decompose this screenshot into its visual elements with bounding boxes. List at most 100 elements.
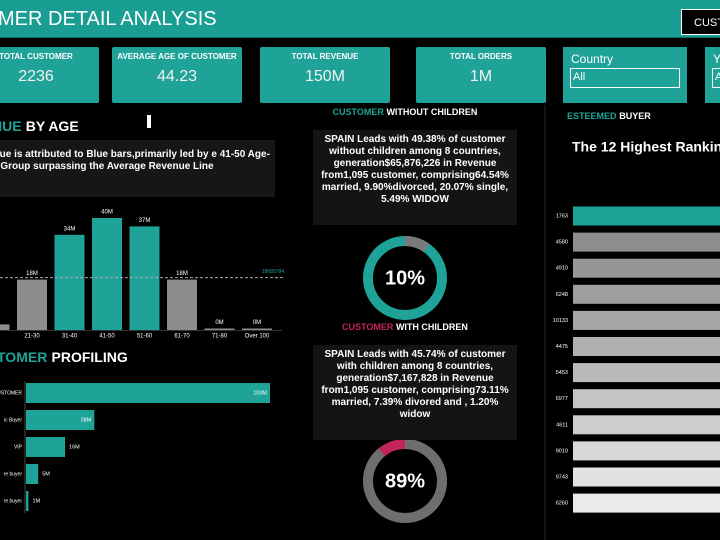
donut-segment — [363, 236, 447, 320]
data-label: 18M — [26, 271, 38, 277]
row-bar — [573, 337, 720, 356]
x-tick-label: 21-30 — [24, 334, 40, 340]
row-bar — [573, 363, 720, 383]
bar — [204, 328, 235, 330]
x-tick-label: 61-70 — [174, 334, 190, 340]
x-tick-label: 41-50 — [99, 334, 115, 340]
data-label: 34M — [64, 226, 76, 232]
slicer-label: Country — [571, 52, 614, 66]
note-box — [0, 140, 275, 197]
title-part: WITHOUT CHILDREN — [386, 107, 477, 117]
kpi-value: 150M — [304, 68, 346, 85]
slicer-selection: A — [715, 71, 720, 83]
note-text: SPAIN Leads with 45.74% of customer with… — [321, 349, 509, 420]
row-label: 6977 — [556, 396, 568, 402]
y-tick-label: USTOMER — [0, 390, 22, 396]
data-label: 1M — [32, 498, 40, 504]
bar — [26, 464, 39, 484]
kpi-value: 2236 — [18, 68, 54, 85]
donut-segment — [363, 439, 447, 523]
row-bar — [573, 441, 720, 461]
row-label: 4475 — [556, 344, 568, 350]
title-part: WITH CHILDREN — [396, 322, 468, 332]
section-title: NUEBY AGE — [0, 118, 79, 134]
section-title: ESTEEMED BUYER — [567, 111, 651, 121]
kpi-card — [416, 47, 546, 103]
bar — [54, 234, 85, 330]
bar — [26, 491, 29, 511]
bar — [0, 324, 10, 330]
bar — [129, 226, 160, 330]
note-text: SPAIN Leads with 49.38% of customer with… — [321, 134, 509, 205]
donut-label: 10% — [385, 267, 425, 289]
x-tick-label: 31-40 — [62, 334, 78, 340]
bar — [92, 218, 122, 330]
data-label: 0M — [253, 320, 261, 326]
bar — [167, 279, 197, 330]
title-part: PROFILING — [52, 349, 128, 365]
data-label: 40M — [101, 210, 113, 216]
row-bar — [573, 284, 720, 304]
row-label: 9743 — [556, 474, 568, 480]
note-box — [313, 345, 517, 440]
kpi-card — [0, 47, 99, 103]
row-label: 10133 — [553, 318, 568, 324]
row-bar — [573, 310, 720, 330]
title-part: BUYER — [619, 111, 651, 121]
section-title: CUSTOMER WITHOUT CHILDREN — [333, 107, 478, 117]
data-label: 37M — [139, 218, 151, 224]
kpi-value: 1M — [469, 68, 493, 85]
subtitle: The 12 Highest Ranking — [572, 139, 720, 155]
section-title: CUSTOMER WITH CHILDREN — [342, 322, 468, 332]
row-label: 6248 — [556, 292, 568, 298]
y-tick-label: VIP — [14, 444, 23, 450]
kpi-card — [112, 47, 242, 103]
x-tick-label: 71-80 — [212, 334, 228, 340]
title-part: BY AGE — [26, 118, 79, 134]
kpi-label: AVERAGE AGE OF CUSTOMER — [117, 52, 237, 61]
x-tick-label: 51-60 — [137, 334, 153, 340]
row-bar — [573, 206, 720, 226]
header-title: MER DETAIL ANALYSIS — [0, 8, 217, 30]
bar — [26, 410, 95, 430]
row-label: 1763 — [556, 213, 568, 219]
data-label: 16M — [69, 444, 80, 450]
row-bar — [573, 258, 720, 278]
row-label: 4611 — [556, 422, 568, 428]
note-text: % Of Revenue is attributed to Blue bars,… — [0, 149, 270, 172]
row-bar — [573, 389, 720, 409]
kpi-card — [260, 47, 390, 103]
slicer-label: Y — [713, 52, 720, 66]
x-tick-label: Over 100 — [245, 334, 270, 340]
kpi-label: TOTAL REVENUE — [291, 52, 359, 61]
slicer-dropdown[interactable] — [570, 68, 680, 88]
y-tick-label: re buyer — [4, 498, 23, 504]
slicer-dropdown[interactable] — [712, 68, 720, 88]
donut-label: 89% — [385, 470, 425, 492]
slicer-selection: All — [573, 71, 586, 83]
bar — [242, 328, 272, 330]
bar — [17, 279, 47, 330]
bar — [26, 437, 66, 457]
row-bar — [573, 467, 720, 487]
data-label: 28M — [81, 417, 92, 423]
title-part: CUSTOMER — [333, 107, 385, 117]
title-part: TOMER — [0, 349, 47, 365]
kpi-value: 44.23 — [156, 68, 198, 85]
y-tick-label: re buyer — [4, 471, 23, 477]
kpi-label: TOTAL CUSTOMER — [0, 52, 73, 61]
row-bar — [573, 415, 720, 435]
data-label: 0M — [215, 320, 223, 326]
title-part: CUSTOMER — [342, 322, 394, 332]
row-bar — [573, 493, 720, 513]
header-button[interactable]: CUST — [681, 9, 720, 35]
bar — [26, 383, 270, 403]
row-label: 6260 — [556, 501, 568, 507]
average-label: 18685784 — [262, 269, 284, 275]
data-label: 18M — [176, 271, 188, 277]
data-label: 5M — [42, 471, 50, 477]
slicer — [563, 47, 687, 103]
row-label: 4580 — [556, 240, 568, 246]
